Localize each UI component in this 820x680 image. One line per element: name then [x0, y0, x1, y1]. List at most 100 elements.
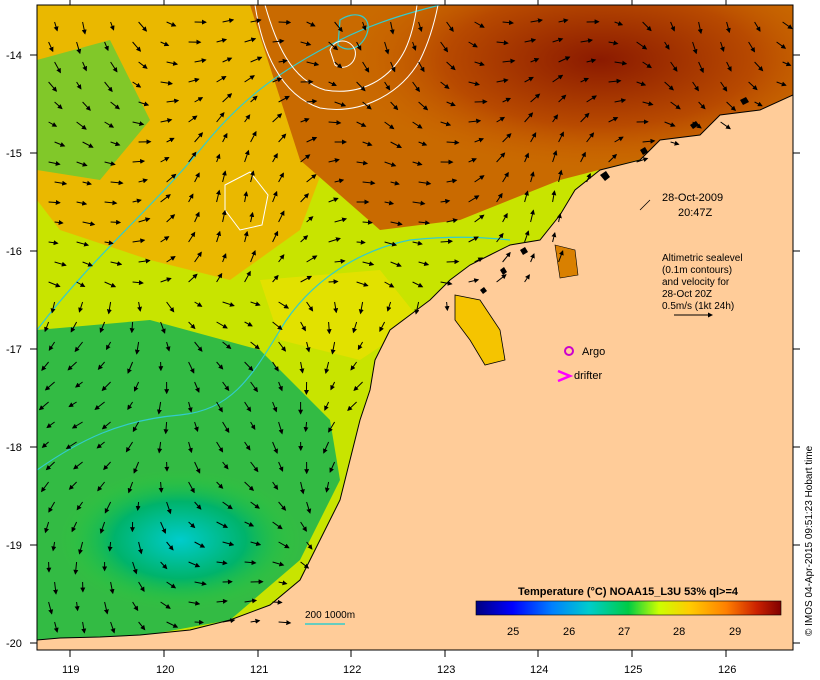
velocity-vector	[362, 261, 375, 267]
coastal-islands	[480, 97, 749, 294]
velocity-vector	[524, 190, 529, 203]
velocity-vector	[754, 21, 761, 32]
velocity-vector	[299, 361, 305, 374]
velocity-vector	[222, 541, 235, 547]
velocity-vector	[551, 232, 557, 243]
velocity-vector	[418, 141, 428, 146]
velocity-vector	[496, 274, 507, 283]
velocity-vector	[558, 250, 564, 263]
velocity-vector	[551, 190, 557, 203]
velocity-vector	[97, 481, 105, 492]
velocity-vector	[132, 421, 140, 433]
velocity-vector	[278, 301, 290, 309]
lon-tick-label: 125	[624, 664, 642, 676]
velocity-vector	[300, 41, 312, 47]
velocity-vector	[216, 38, 228, 43]
velocity-vector	[103, 461, 111, 471]
velocity-vector	[216, 521, 229, 528]
velocity-vector	[50, 301, 56, 314]
velocity-vector	[608, 153, 618, 163]
velocity-vector	[68, 481, 77, 490]
velocity-vector	[222, 301, 235, 307]
velocity-vector	[216, 75, 227, 83]
velocity-vector	[82, 261, 94, 267]
altimetry-note-line: 0.5m/s (1kt 24h)	[662, 301, 734, 312]
velocity-vector	[328, 41, 339, 51]
velocity-vector	[135, 501, 141, 511]
velocity-vector	[132, 81, 142, 88]
velocity-vector	[353, 381, 363, 391]
velocity-vector	[278, 461, 284, 472]
velocity-vector	[160, 80, 173, 86]
velocity-vector	[580, 38, 593, 44]
velocity-vector	[104, 501, 112, 514]
velocity-vector	[664, 41, 670, 50]
velocity-vector	[166, 21, 177, 27]
velocity-vector	[138, 621, 146, 631]
velocity-vector	[249, 211, 255, 223]
velocity-vector	[324, 481, 330, 493]
velocity-vector	[444, 301, 450, 312]
velocity-vector	[782, 61, 792, 67]
velocity-vector	[384, 161, 397, 167]
velocity-vector	[272, 441, 278, 454]
velocity-vector	[474, 61, 485, 67]
lon-tick-label: 126	[718, 664, 736, 676]
velocity-vector	[221, 170, 227, 183]
velocity-vector	[54, 61, 61, 74]
velocity-vector	[194, 211, 200, 223]
velocity-vector	[68, 401, 77, 408]
velocity-vector	[530, 58, 540, 63]
velocity-vector	[530, 132, 537, 143]
velocity-vector	[272, 274, 279, 283]
velocity-vector	[158, 481, 164, 493]
velocity-vector	[54, 220, 64, 225]
velocity-vector	[166, 501, 172, 515]
velocity-vector	[71, 421, 83, 429]
velocity-vector	[330, 341, 336, 355]
velocity-vector	[222, 461, 229, 470]
velocity-vector	[48, 81, 58, 92]
velocity-vector	[272, 113, 283, 123]
velocity-vector	[138, 541, 143, 555]
velocity-vector	[216, 598, 228, 604]
velocity-vector	[496, 116, 506, 123]
lat-tick-label: -14	[6, 50, 22, 62]
velocity-vector	[104, 200, 118, 206]
velocity-vector	[356, 160, 369, 166]
velocity-vector	[166, 98, 180, 104]
velocity-vector	[362, 219, 373, 225]
velocity-vector	[166, 541, 174, 551]
velocity-vector	[106, 341, 112, 351]
velocity-vector	[272, 190, 278, 203]
velocity-vector	[54, 141, 66, 147]
velocity-vector	[328, 120, 342, 126]
velocity-vector	[726, 61, 732, 72]
velocity-vector	[166, 60, 179, 66]
velocity-vector	[384, 121, 395, 130]
velocity-vector	[244, 149, 250, 163]
velocity-vector	[278, 580, 288, 586]
velocity-vector	[558, 131, 564, 143]
velocity-vector	[54, 261, 67, 267]
velocity-vector	[97, 361, 105, 370]
velocity-vector	[54, 101, 63, 110]
velocity-vector	[356, 121, 367, 127]
velocity-vector	[474, 214, 485, 223]
velocity-vector	[101, 421, 111, 430]
velocity-vector	[222, 93, 233, 103]
velocity-vector	[188, 273, 198, 283]
king-sound-inlet	[454, 294, 506, 366]
velocity-vector	[216, 560, 228, 566]
velocity-vector	[127, 401, 134, 411]
velocity-vector	[305, 341, 311, 353]
velocity-vector	[530, 18, 543, 24]
velocity-vector	[468, 195, 480, 203]
velocity-vector	[194, 97, 204, 103]
velocity-vector	[698, 61, 704, 74]
map-plot-area	[37, 5, 793, 650]
velocity-vector	[82, 141, 94, 148]
velocity-vector	[350, 361, 358, 371]
velocity-vector	[76, 241, 90, 247]
